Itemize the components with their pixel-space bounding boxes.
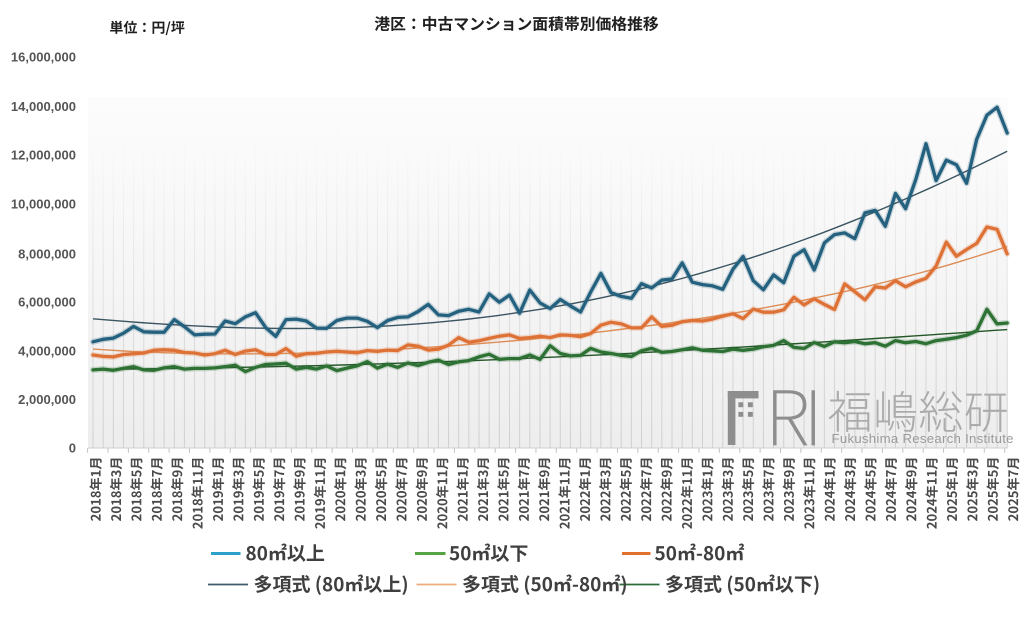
svg-text:8,000,000: 8,000,000 <box>18 247 76 262</box>
svg-text:4,000,000: 4,000,000 <box>18 344 76 359</box>
svg-text:2,000,000: 2,000,000 <box>18 392 76 407</box>
svg-text:10,000,000: 10,000,000 <box>11 197 76 212</box>
svg-text:14,000,000: 14,000,000 <box>11 99 76 114</box>
svg-text:Fukushima Research Institute: Fukushima Research Institute <box>832 431 1014 446</box>
svg-text:6,000,000: 6,000,000 <box>18 294 76 309</box>
svg-text:16,000,000: 16,000,000 <box>11 49 76 64</box>
svg-text:12,000,000: 12,000,000 <box>11 148 76 163</box>
svg-text:0: 0 <box>69 441 76 456</box>
